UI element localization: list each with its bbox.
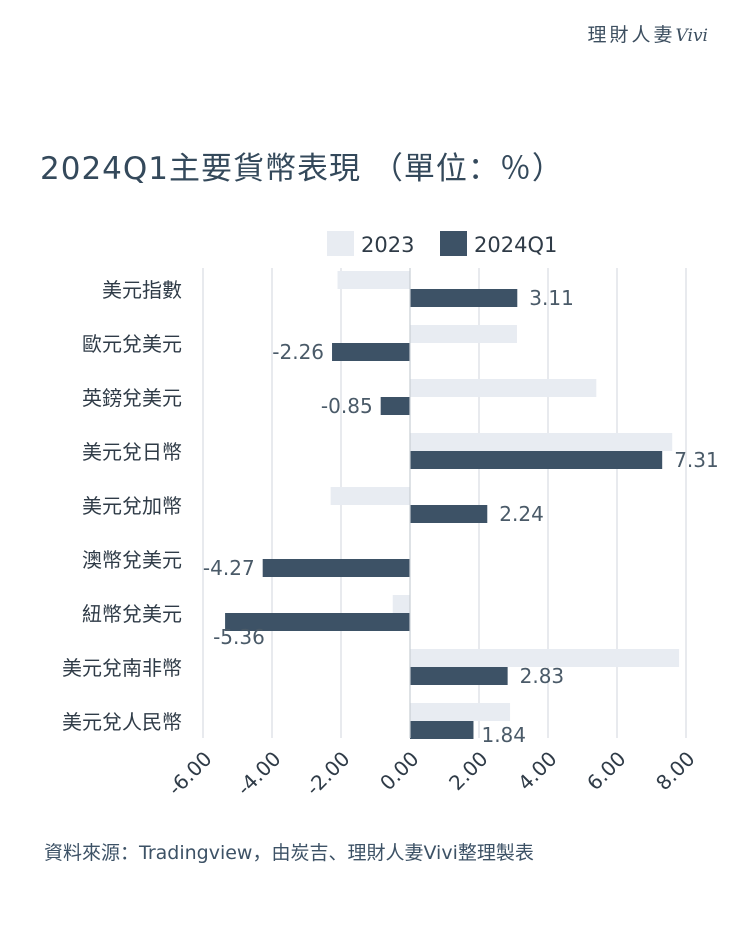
x-tick-label: 6.00 xyxy=(582,747,630,795)
data-label: -4.27 xyxy=(203,556,255,580)
data-label: 7.31 xyxy=(674,448,719,472)
legend-label-2024q1: 2024Q1 xyxy=(474,233,557,257)
brand-name: 理財人妻 xyxy=(587,24,676,46)
bar-2023 xyxy=(392,595,410,613)
x-tick-label: 8.00 xyxy=(651,747,699,795)
data-label: 2.83 xyxy=(520,664,565,688)
data-label: -2.26 xyxy=(272,340,324,364)
data-label: 3.11 xyxy=(529,286,574,310)
category-label: 澳幣兌美元 xyxy=(82,548,182,572)
bar-2024q1 xyxy=(410,451,663,469)
x-tick-label: 4.00 xyxy=(513,747,561,795)
category-label: 美元兌加幣 xyxy=(82,494,182,518)
brand-script: Vivi xyxy=(675,26,708,46)
bar-2023 xyxy=(410,379,597,397)
data-label: -0.85 xyxy=(321,394,373,418)
legend-label-2023: 2023 xyxy=(361,233,414,257)
bar-2024q1 xyxy=(225,613,410,631)
x-tick-label: -6.00 xyxy=(163,747,217,801)
brand-logo: 理財人妻Vivi xyxy=(588,20,708,47)
bar-2023 xyxy=(337,271,410,289)
bar-2024q1 xyxy=(262,559,410,577)
chart-title: 2024Q1主要貨幣表現 （單位：％） xyxy=(40,151,564,187)
category-label: 美元兌人民幣 xyxy=(62,710,182,734)
category-label: 紐幣兌美元 xyxy=(82,602,182,626)
bar-2024q1 xyxy=(410,289,518,307)
category-label: 美元兌日幣 xyxy=(82,440,182,464)
bar-2023 xyxy=(410,433,673,451)
bar-2023 xyxy=(330,487,410,505)
bar-2023 xyxy=(410,703,511,721)
x-tick-label: 0.00 xyxy=(375,747,423,795)
category-label: 美元指數 xyxy=(102,278,182,302)
category-label: 歐元兌美元 xyxy=(82,332,182,356)
bar-2024q1 xyxy=(410,505,488,523)
legend-swatch-2023 xyxy=(327,231,354,256)
bar-2024q1 xyxy=(380,397,410,415)
x-tick-label: -2.00 xyxy=(301,747,355,801)
bar-2024q1 xyxy=(410,721,474,739)
source-note: 資料來源：Tradingview，由炭吉、理財人妻Vivi整理製表 xyxy=(44,842,534,864)
data-label: 2.24 xyxy=(499,502,544,526)
x-tick-label: -4.00 xyxy=(232,747,286,801)
data-label: -5.36 xyxy=(213,625,265,649)
bar-2023 xyxy=(410,325,517,343)
data-label: 1.84 xyxy=(481,723,526,747)
bar-2023 xyxy=(410,649,680,667)
legend-swatch-2024q1 xyxy=(440,231,467,256)
x-tick-label: 2.00 xyxy=(444,747,492,795)
bar-2024q1 xyxy=(332,343,410,361)
category-label: 英鎊兌美元 xyxy=(82,386,182,410)
category-label: 美元兌南非幣 xyxy=(62,656,182,680)
bar-2024q1 xyxy=(410,667,508,685)
